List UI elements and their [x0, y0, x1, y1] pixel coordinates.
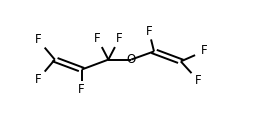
Text: F: F — [35, 33, 41, 46]
Text: F: F — [195, 74, 202, 87]
Text: O: O — [126, 53, 136, 66]
Text: F: F — [94, 32, 101, 45]
Text: F: F — [35, 73, 41, 86]
Text: F: F — [78, 83, 85, 96]
Text: F: F — [116, 32, 123, 45]
Text: F: F — [146, 25, 152, 38]
Text: F: F — [201, 44, 208, 57]
